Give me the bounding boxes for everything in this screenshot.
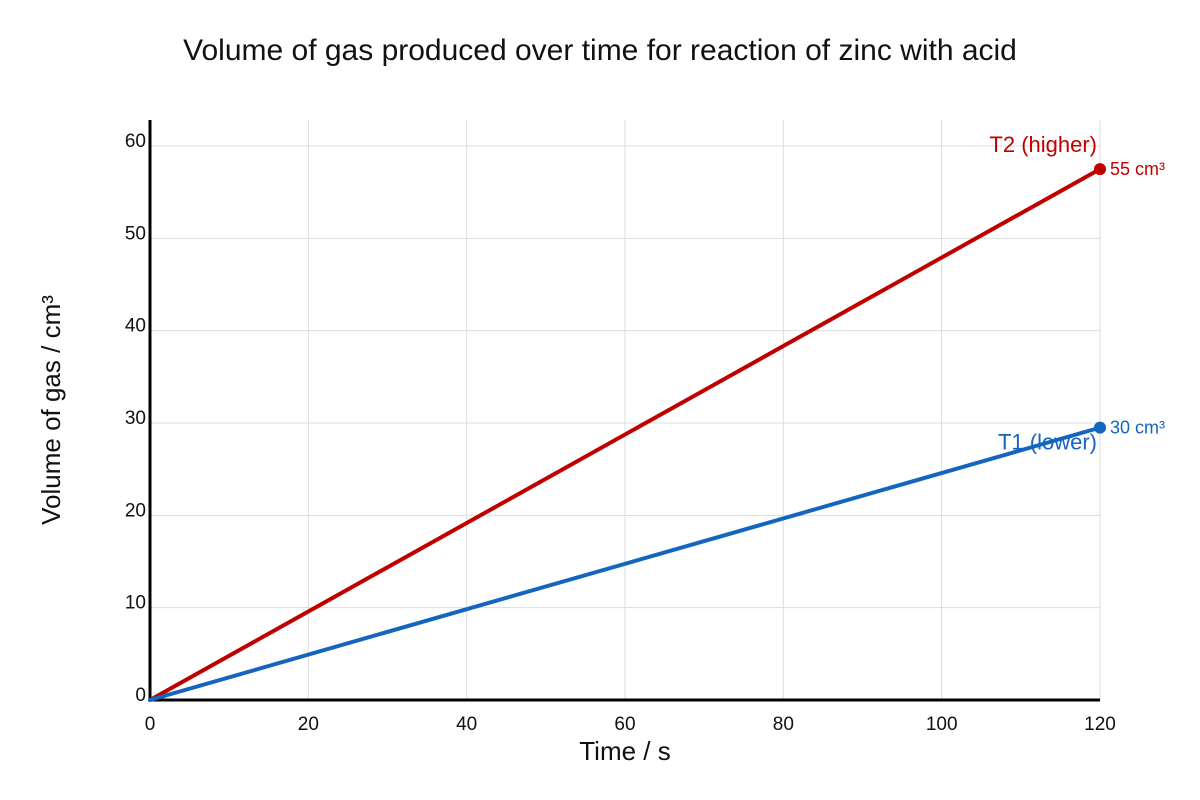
y-tick-label: 0 [135,685,146,706]
series-name-label: T1 (lower) [998,430,1097,455]
y-tick-label: 10 [125,593,146,614]
x-tick-label: 0 [145,714,156,735]
series-end-point [1094,163,1106,176]
x-tick-labels: 0 20 40 60 80 100 120 [145,714,1116,735]
x-tick-label: 80 [773,714,794,735]
x-tick-label: 40 [456,714,477,735]
y-tick-labels: 0 10 20 30 40 50 60 [125,131,146,706]
y-tick-label: 30 [125,408,146,429]
x-axis-label: Time / s [579,736,670,766]
series-end-point [1094,421,1106,434]
x-tick-label: 100 [926,714,958,735]
y-tick-label: 40 [125,316,146,337]
chart-title: Volume of gas produced over time for rea… [183,34,1017,67]
x-tick-label: 60 [614,714,635,735]
grid-lines [150,120,1101,700]
x-tick-label: 120 [1084,714,1116,735]
x-tick-label: 20 [298,714,319,735]
y-tick-label: 50 [125,223,146,244]
series-line [148,425,1102,702]
y-axis-label: Volume of gas / cm³ [36,295,66,525]
series-line [148,167,1102,702]
series-group: 55 cm³ T2 (higher) 30 cm³ T1 (lower) [148,132,1165,702]
y-tick-label: 60 [125,131,146,152]
series-name-label: T2 (higher) [989,132,1097,157]
axes [148,120,1100,702]
y-tick-label: 20 [125,500,146,521]
series-end-label: 30 cm³ [1110,418,1165,438]
series-end-label: 55 cm³ [1110,159,1165,179]
